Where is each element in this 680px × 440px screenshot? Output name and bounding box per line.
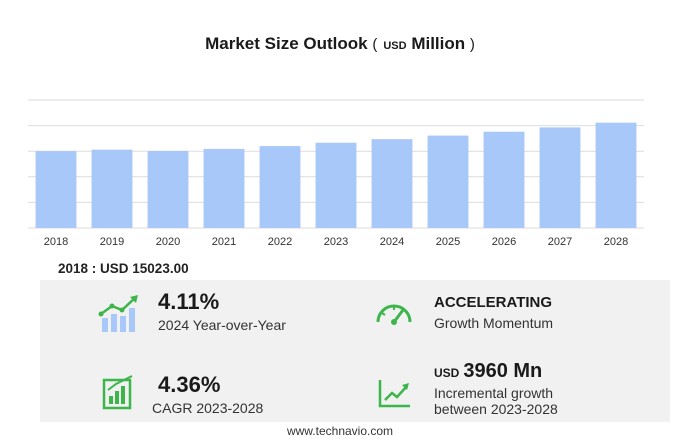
unit-close-paren: ) <box>469 36 475 53</box>
footer-url: www.technavio.com <box>286 424 394 438</box>
kpi-incremental: USD 3960 Mn Incremental growth between 20… <box>434 360 558 417</box>
bar-2018 <box>35 151 77 228</box>
kpi-yoy-label: 2024 Year-over-Year <box>158 317 286 333</box>
x-tick-label: 2018 <box>44 236 68 248</box>
bar-2025 <box>427 135 469 228</box>
bar-2024 <box>371 139 413 228</box>
kpi-incremental-amount: USD 3960 Mn <box>434 360 558 383</box>
trend-line-icon <box>378 380 410 408</box>
bar-2020 <box>147 150 189 228</box>
x-tick-label: 2027 <box>548 236 572 248</box>
x-tick-label: 2026 <box>492 236 516 248</box>
kpi-yoy: 4.11% 2024 Year-over-Year <box>158 289 286 333</box>
bar-chart: 2018 2019 2020 2021 2022 2023 2024 2025 2026 2027… <box>28 99 644 248</box>
kpi-cagr-label: CAGR 2023-2028 <box>152 400 264 416</box>
speedometer-icon <box>376 304 412 325</box>
bar-2023 <box>315 142 357 228</box>
bar-2028 <box>595 122 637 228</box>
x-tick-label: 2025 <box>436 236 460 248</box>
base-year-value: 2018 : USD 15023.00 <box>58 261 189 276</box>
chart-unit-label: Million <box>411 34 466 53</box>
kpi-incremental-label-2: between 2023-2028 <box>434 401 558 417</box>
x-tick-label: 2020 <box>156 236 180 248</box>
chart-report-icon <box>102 375 133 410</box>
kpi-incremental-label-1: Incremental growth <box>434 385 554 401</box>
unit-open-paren: ( <box>372 36 378 53</box>
kpi-panel <box>40 280 670 422</box>
bar-2027 <box>539 127 581 228</box>
kpi-cagr: 4.36% CAGR 2023-2028 <box>152 372 263 416</box>
x-tick-label: 2023 <box>324 236 348 248</box>
kpi-incremental-value: 3960 Mn <box>463 360 543 382</box>
x-tick-label: 2019 <box>100 236 124 248</box>
bar-2019 <box>91 149 133 228</box>
chart-unit: USD <box>383 40 407 52</box>
x-tick-label: 2028 <box>604 236 628 248</box>
bar-2022 <box>259 146 301 228</box>
kpi-yoy-value: 4.11% <box>158 289 220 314</box>
x-tick-label: 2022 <box>268 236 292 248</box>
kpi-momentum: ACCELERATING Growth Momentum <box>434 294 553 331</box>
kpi-incremental-unit: USD <box>434 366 460 380</box>
x-tick-label: 2024 <box>380 236 404 248</box>
bar-growth-icon <box>98 295 138 332</box>
x-tick-label: 2021 <box>212 236 236 248</box>
bar-2021 <box>203 148 245 228</box>
chart-title-text: Market Size Outlook <box>205 34 368 53</box>
kpi-momentum-label: Growth Momentum <box>434 315 554 331</box>
kpi-momentum-value: ACCELERATING <box>434 294 553 311</box>
bar-2026 <box>483 131 525 228</box>
kpi-cagr-value: 4.36% <box>158 372 221 397</box>
chart-title: Market Size Outlook ( USD Million ) <box>0 34 680 54</box>
